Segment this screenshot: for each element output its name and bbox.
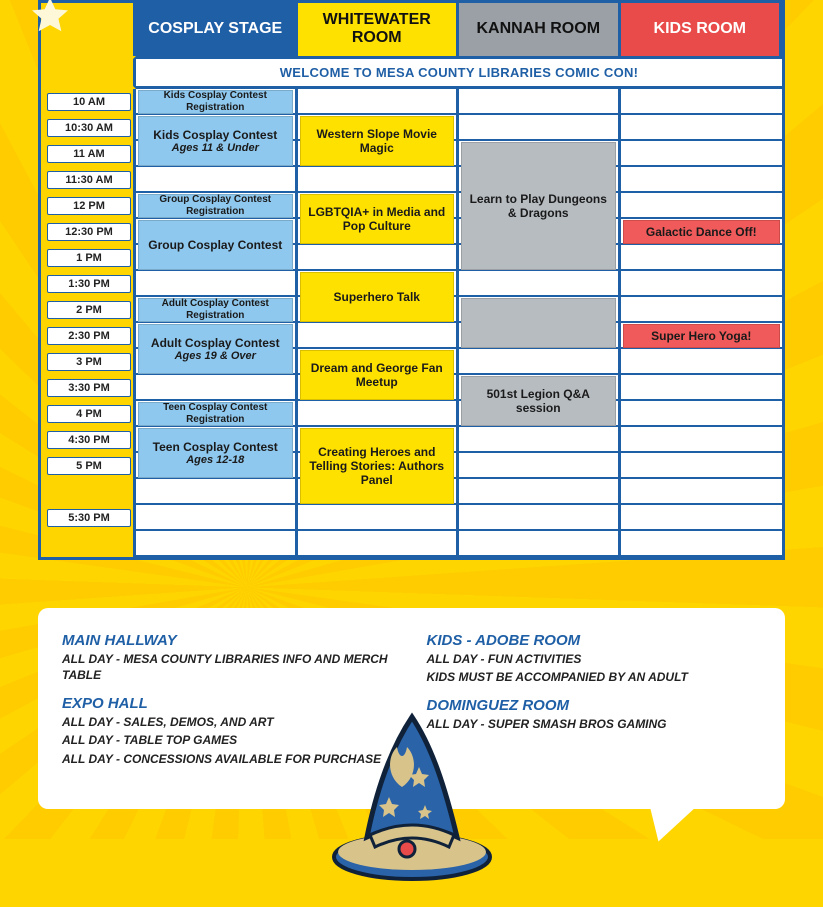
info-line: ALL DAY - MESA COUNTY LIBRARIES INFO AND… — [62, 651, 397, 683]
info-panel: MAIN HALLWAY ALL DAY - MESA COUNTY LIBRAR… — [38, 608, 785, 809]
info-block: KIDS - ADOBE ROOM ALL DAY - FUN ACTIVITIE… — [427, 632, 762, 685]
time-pill: 5 PM — [47, 457, 131, 475]
event-title: Super Hero Yoga! — [651, 329, 751, 343]
event-title: Western Slope Movie Magic — [305, 127, 450, 155]
event-block: Dream and George Fan Meetup — [300, 350, 455, 400]
event-block: Learn to Play Dungeons & Dragons — [461, 142, 616, 270]
event-block: Adult Cosplay Contest Registration — [138, 298, 293, 322]
time-pill: 11:30 AM — [47, 171, 131, 189]
event-title: Teen Cosplay Contest Registration — [143, 402, 288, 426]
event-block: Galactic Dance Off! — [623, 220, 781, 244]
time-pill: 5:30 PM — [47, 509, 131, 527]
event-block: Super Hero Yoga! — [623, 324, 781, 348]
event-title: Group Cosplay Contest — [148, 238, 282, 252]
event-block: Kids Cosplay ContestAges 11 & Under — [138, 116, 293, 166]
event-block: Superhero Talk — [300, 272, 455, 322]
wizard-hat-icon — [327, 697, 497, 887]
info-line: KIDS MUST BE ACCOMPANIED BY AN ADULT — [427, 669, 762, 685]
time-pill: 11 AM — [47, 145, 131, 163]
event-title: Adult Cosplay Contest — [151, 336, 280, 350]
event-subtitle: Ages 11 & Under — [172, 142, 259, 154]
event-block: 501st Legion Q&A session — [461, 376, 616, 426]
col-kids: Galactic Dance Off! Super Hero Yoga! — [621, 89, 783, 557]
time-pill: 10 AM — [47, 93, 131, 111]
time-pill: 3 PM — [47, 353, 131, 371]
time-column: 10 AM 10:30 AM 11 AM 11:30 AM 12 PM 12:30 PM 1… — [41, 89, 136, 557]
event-title: Group Cosplay Contest Registration — [143, 194, 288, 218]
event-title: Teen Cosplay Contest — [153, 440, 278, 454]
time-pill: 10:30 AM — [47, 119, 131, 137]
time-pill: 4 PM — [47, 405, 131, 423]
time-pill: 2 PM — [47, 301, 131, 319]
event-block: Kids Cosplay Contest Registration — [138, 90, 293, 114]
event-title: LGBTQIA+ in Media and Pop Culture — [305, 205, 450, 233]
time-pill: 1 PM — [47, 249, 131, 267]
event-block — [461, 298, 616, 348]
info-heading: MAIN HALLWAY — [62, 632, 397, 649]
event-block: Teen Cosplay Contest Registration — [138, 402, 293, 426]
event-subtitle: Ages 19 & Over — [175, 350, 256, 362]
col-header-cosplay: COSPLAY STAGE — [136, 3, 298, 56]
info-line: ALL DAY - FUN ACTIVITIES — [427, 651, 762, 667]
welcome-blank — [41, 56, 136, 89]
col-cosplay: Kids Cosplay Contest RegistrationKids Co… — [136, 89, 298, 557]
time-pill: 12 PM — [47, 197, 131, 215]
event-block: Group Cosplay Contest — [138, 220, 293, 270]
time-pill: 2:30 PM — [47, 327, 131, 345]
col-whitewater: Western Slope Movie Magic LGBTQIA+ in Med… — [298, 89, 460, 557]
page: COSPLAY STAGE WHITEWATER ROOM KANNAH ROO… — [0, 0, 823, 839]
event-block: LGBTQIA+ in Media and Pop Culture — [300, 194, 455, 244]
star-icon — [28, 0, 72, 38]
event-title: Kids Cosplay Contest Registration — [143, 90, 288, 114]
event-block: Teen Cosplay ContestAges 12-18 — [138, 428, 293, 478]
event-title: Creating Heroes and Telling Stories: Aut… — [305, 445, 450, 487]
info-heading: KIDS - ADOBE ROOM — [427, 632, 762, 649]
welcome-banner: WELCOME TO MESA COUNTY LIBRARIES COMIC C… — [136, 56, 782, 89]
event-subtitle: Ages 12-18 — [186, 454, 244, 466]
event-title: Superhero Talk — [334, 290, 420, 304]
event-title: Adult Cosplay Contest Registration — [143, 298, 288, 322]
event-title: Dream and George Fan Meetup — [305, 361, 450, 389]
info-block: MAIN HALLWAY ALL DAY - MESA COUNTY LIBRAR… — [62, 632, 397, 683]
event-title: Learn to Play Dungeons & Dragons — [466, 192, 611, 220]
event-block: Creating Heroes and Telling Stories: Aut… — [300, 428, 455, 504]
col-header-whitewater: WHITEWATER ROOM — [298, 3, 460, 56]
col-header-kannah: KANNAH ROOM — [459, 3, 621, 56]
event-block: Group Cosplay Contest Registration — [138, 194, 293, 218]
time-pill: 4:30 PM — [47, 431, 131, 449]
schedule-grid: COSPLAY STAGE WHITEWATER ROOM KANNAH ROO… — [38, 0, 785, 560]
event-title: 501st Legion Q&A session — [466, 387, 611, 415]
event-title: Kids Cosplay Contest — [153, 128, 277, 142]
event-block: Western Slope Movie Magic — [300, 116, 455, 166]
event-block: Adult Cosplay ContestAges 19 & Over — [138, 324, 293, 374]
col-kannah: Learn to Play Dungeons & Dragons 501st Le… — [459, 89, 621, 557]
time-pill: 3:30 PM — [47, 379, 131, 397]
time-pill: 1:30 PM — [47, 275, 131, 293]
time-pill: 12:30 PM — [47, 223, 131, 241]
speech-tail — [641, 790, 708, 846]
event-title: Galactic Dance Off! — [646, 225, 757, 239]
col-header-kids: KIDS ROOM — [621, 3, 783, 56]
